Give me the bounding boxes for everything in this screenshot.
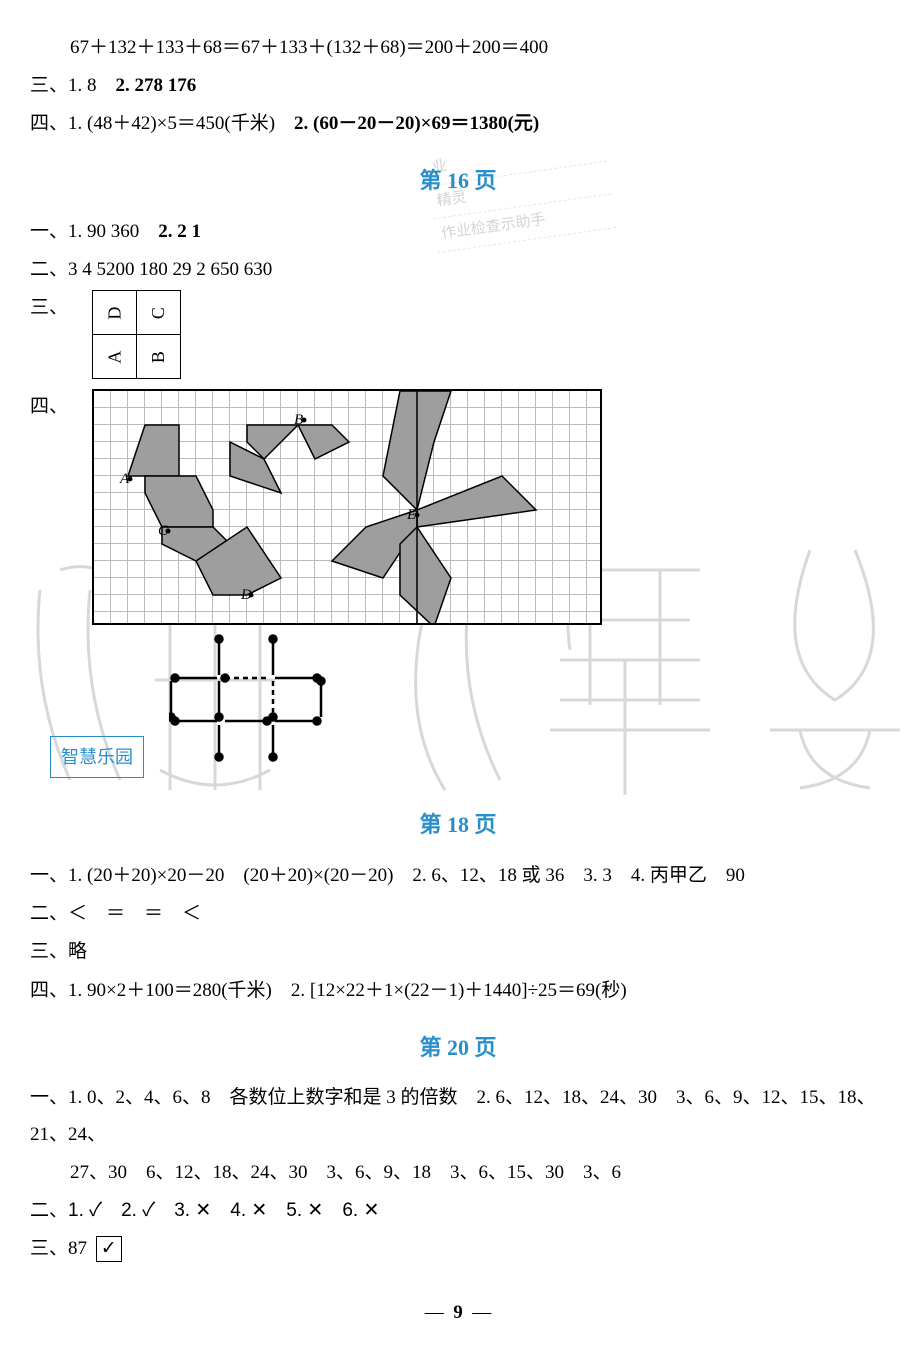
top-equation: 67＋132＋133＋68＝67＋133＋(132＋68)＝200＋200＝40…	[30, 30, 886, 66]
matchstick-diagram	[169, 633, 329, 776]
q4-1: 四、1. (48＋42)×5＝450(千米)	[30, 113, 275, 134]
page20-heading: 第 20 页	[30, 1027, 886, 1069]
p16-q4-label: 四、	[30, 389, 86, 425]
cell-c: C	[141, 307, 175, 319]
p16-q3-row: 三、 D C A B	[30, 290, 886, 379]
q4-2: 2. (60－20－20)×69＝1380(元)	[294, 113, 539, 134]
geometry-diagram: ABCDE	[92, 389, 602, 625]
p20-q3-line: 三、87 ✓	[30, 1231, 886, 1267]
cell-d: D	[97, 306, 131, 319]
page-number: 9	[453, 1302, 463, 1323]
p18-q3: 三、略	[30, 934, 886, 970]
p20-q3-prefix: 三、87	[30, 1238, 87, 1259]
smart-corner-label: 智慧乐园	[50, 736, 144, 778]
p20-q1b: 27、30 6、12、18、24、30 3、6、9、18 3、6、15、30 3…	[30, 1155, 886, 1191]
section-4-line: 四、1. (48＋42)×5＝450(千米) 2. (60－20－20)×69＝…	[30, 106, 886, 142]
cell-a: A	[97, 350, 131, 363]
p20-q2: 二、1. ✓ 2. ✓ 3. ✕ 4. ✕ 5. ✕ 6. ✕	[30, 1193, 886, 1229]
p16-q1-2: 2. 2 1	[158, 221, 201, 242]
p18-q2: 二、＜ ＝ ＝ ＜	[30, 896, 886, 932]
p18-q1: 一、1. (20＋20)×20－20 (20＋20)×(20－20) 2. 6、…	[30, 858, 886, 894]
cell-b: B	[141, 351, 175, 363]
p18-q4: 四、1. 90×2＋100＝280(千米) 2. [12×22＋1×(22－1)…	[30, 973, 886, 1009]
page-footer: — 9 —	[30, 1295, 886, 1331]
q3-2: 2. 278 176	[116, 75, 197, 96]
section-3-line: 三、1. 8 2. 278 176	[30, 68, 886, 104]
p16-q3-label: 三、	[30, 290, 86, 326]
p16-q2-line: 二、3 4 5200 180 29 2 650 630	[30, 252, 886, 288]
page18-heading: 第 18 页	[30, 804, 886, 846]
p16-q1-1: 一、1. 90 360	[30, 221, 139, 242]
p16-q4-row: 四、 ABCDE	[30, 389, 886, 625]
p20-q1a: 一、1. 0、2、4、6、8 各数位上数字和是 3 的倍数 2. 6、12、18…	[30, 1080, 886, 1152]
q3-1: 三、1. 8	[30, 75, 97, 96]
rotation-table: D C A B	[92, 290, 181, 379]
p20-q3-checkbox: ✓	[96, 1236, 122, 1262]
p16-q1-line: 一、1. 90 360 2. 2 1	[30, 214, 886, 250]
page16-heading: 第 16 页	[30, 160, 886, 202]
